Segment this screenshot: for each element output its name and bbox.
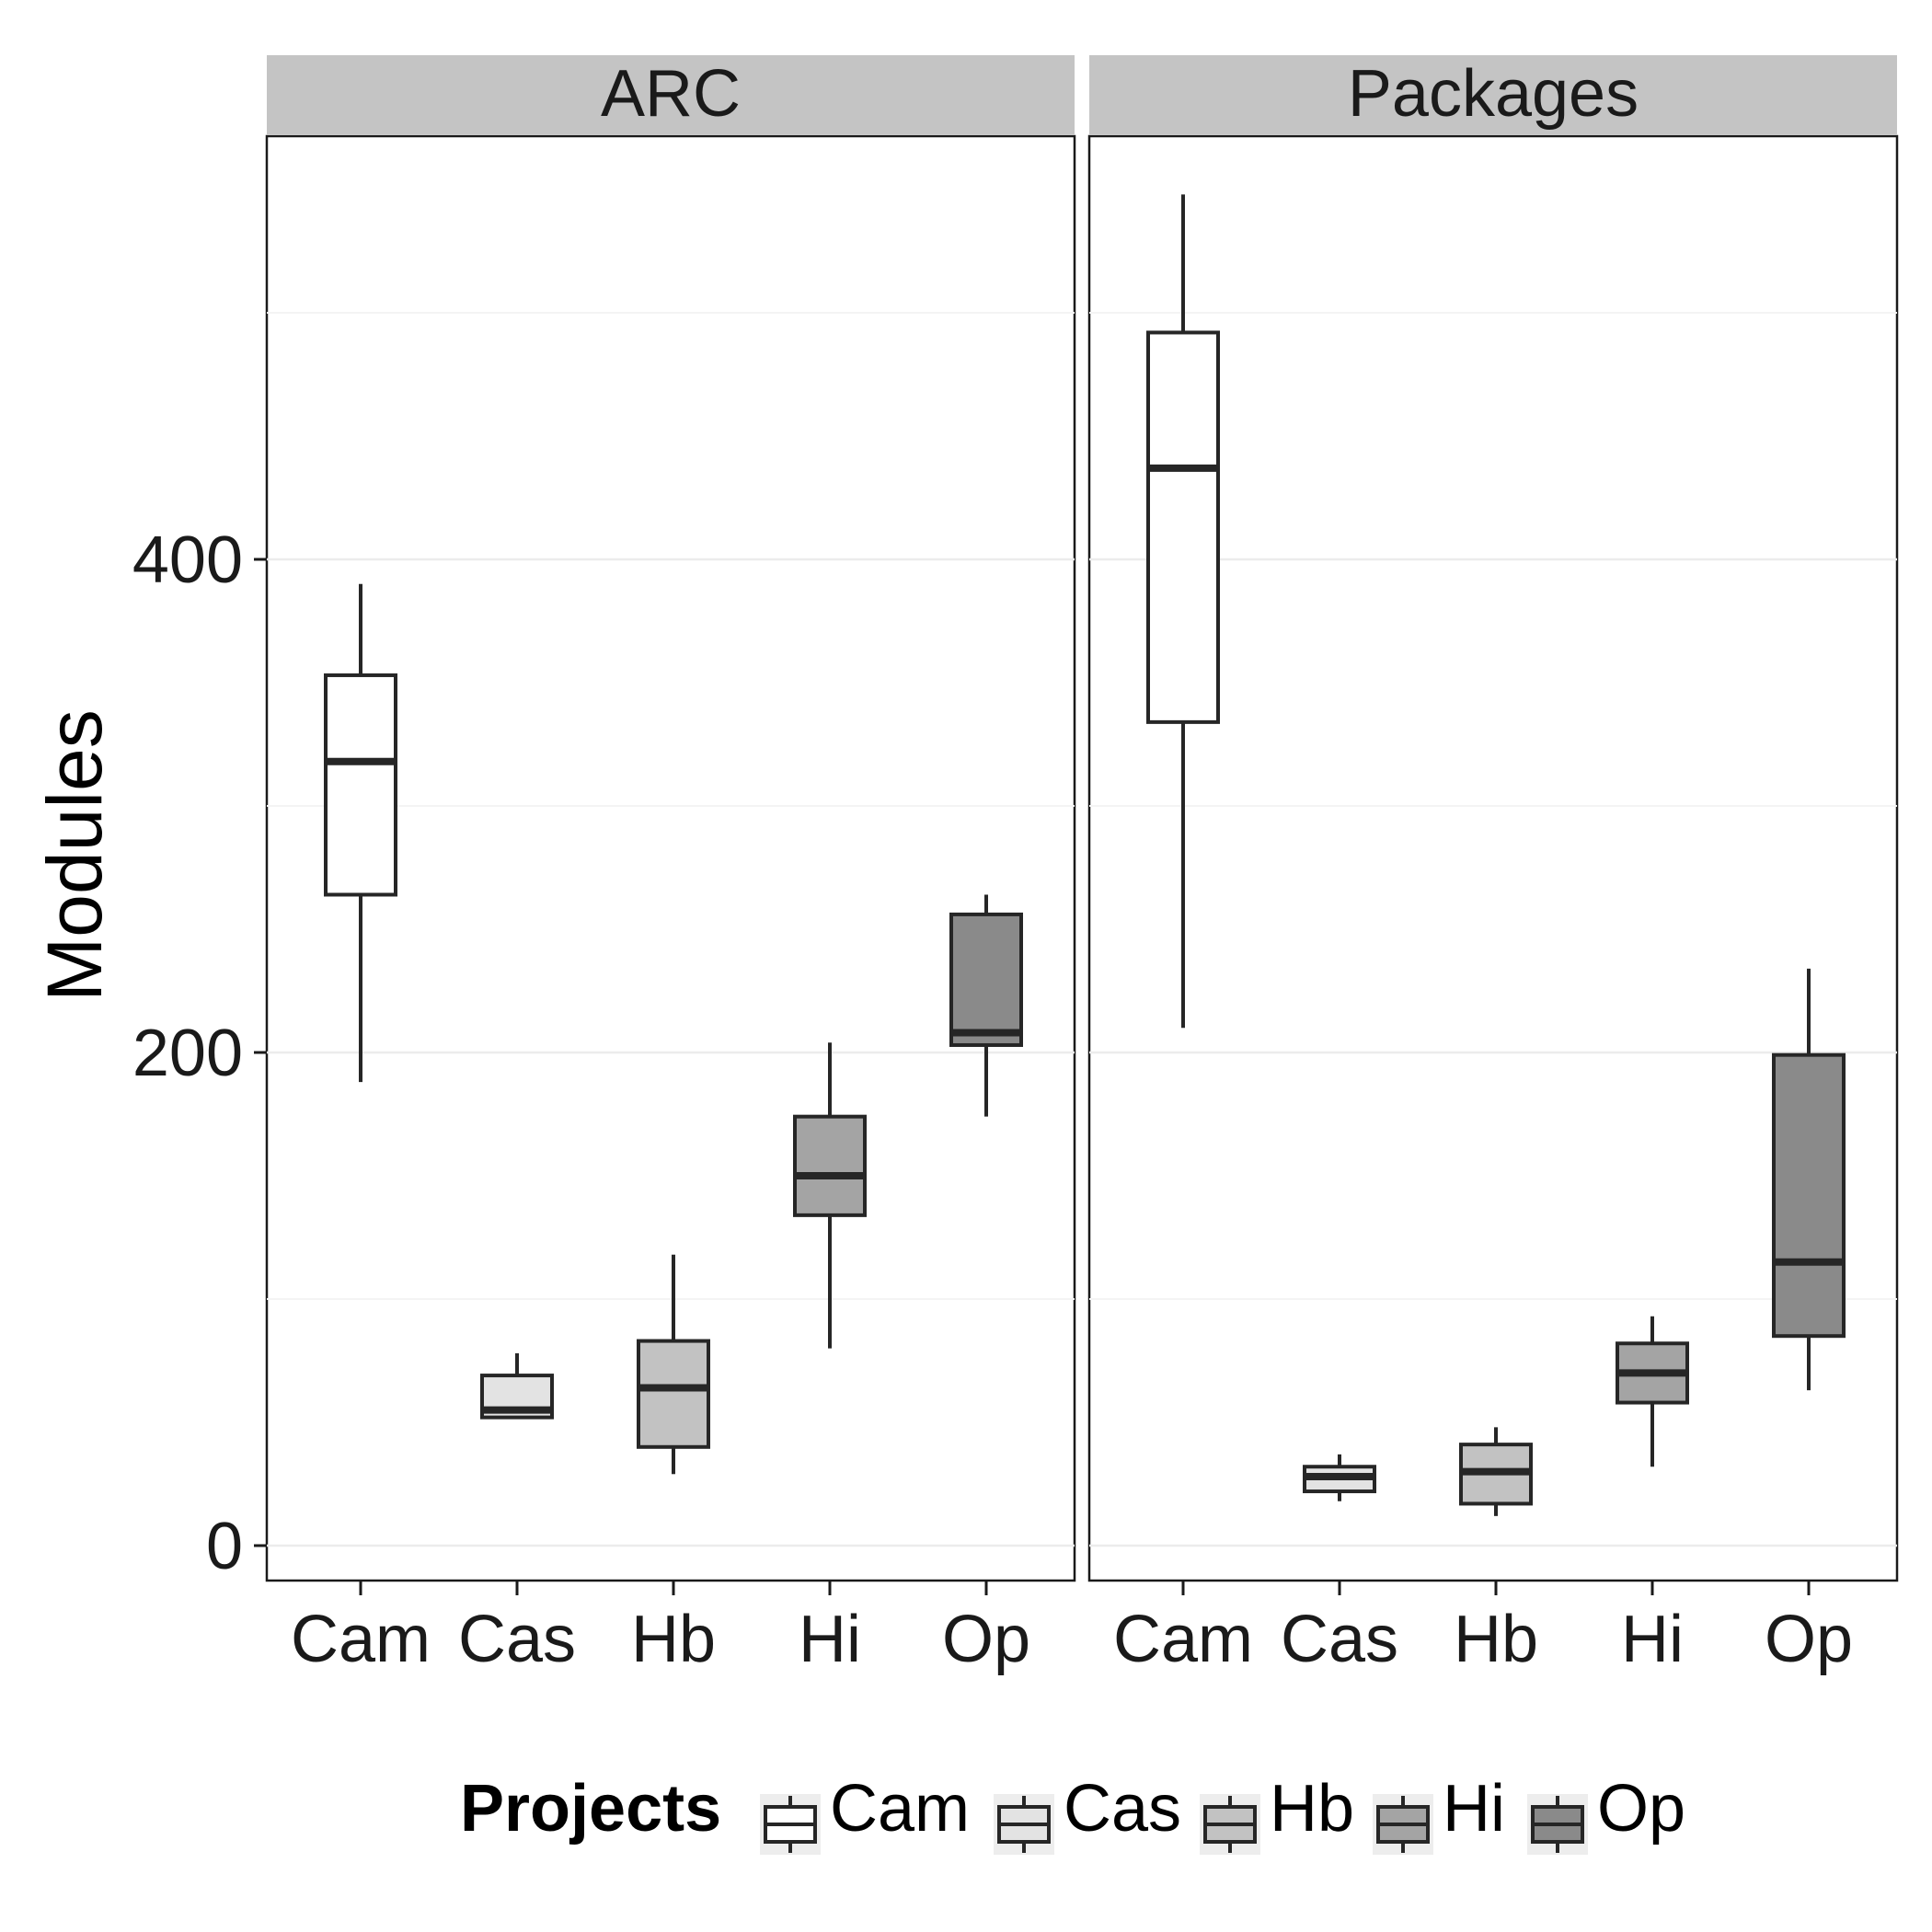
strip-title: Packages	[1348, 57, 1639, 131]
box-body	[637, 1339, 710, 1449]
legend-label: Cas	[1064, 1772, 1181, 1846]
box-body	[1146, 330, 1220, 724]
box-op	[1772, 968, 1846, 1391]
x-tick-label: Cas	[458, 1603, 576, 1676]
legend-item-hb: Hb	[1200, 1772, 1354, 1855]
y-axis-title: Modules	[31, 709, 118, 1002]
legend: Projects Cam Cas Hb Hi Op	[460, 1772, 1685, 1855]
x-tick-label: Cas	[1281, 1603, 1398, 1676]
strip-title: ARC	[601, 57, 741, 131]
legend-label: Hb	[1270, 1772, 1354, 1846]
x-tick-label: Op	[1765, 1603, 1853, 1676]
strip-background	[1089, 55, 1897, 134]
box-body	[793, 1114, 867, 1217]
x-tick-label: Cam	[291, 1603, 431, 1676]
box-op	[949, 894, 1023, 1117]
x-tick-label: Op	[942, 1603, 1030, 1676]
legend-item-cas: Cas	[994, 1772, 1181, 1855]
legend-label: Hi	[1443, 1772, 1505, 1846]
panel-background	[1087, 134, 1899, 1582]
legend-label: Cam	[830, 1772, 970, 1846]
box-body	[1772, 1052, 1846, 1339]
panel-arc: ARC 0 200 400 Cam Cas Hb Hi Op	[132, 55, 1076, 1676]
box-hb	[637, 1254, 710, 1475]
panel-packages: Packages Cam Cas Hb Hi Op	[1087, 55, 1899, 1676]
y-tick-label: 0	[206, 1510, 243, 1583]
box-body	[949, 912, 1023, 1047]
legend-title: Projects	[460, 1772, 721, 1846]
box-cas	[1303, 1454, 1376, 1501]
box-cam	[1146, 194, 1220, 1029]
legend-item-op: Op	[1527, 1772, 1685, 1855]
panels: ARC 0 200 400 Cam Cas Hb Hi Op Packages Cam Cas Hb Hi…	[132, 55, 1899, 1676]
box-cam	[324, 583, 397, 1083]
box-cas	[480, 1352, 554, 1420]
strip-background	[267, 55, 1075, 134]
y-tick-label: 200	[132, 1017, 243, 1090]
x-tick-label: Hi	[1621, 1603, 1684, 1676]
box-hi	[793, 1042, 867, 1349]
legend-item-hi: Hi	[1373, 1772, 1505, 1855]
box-hb	[1459, 1427, 1533, 1516]
box-body	[324, 673, 397, 897]
box-hi	[1616, 1316, 1689, 1467]
x-tick-label: Hb	[631, 1603, 716, 1676]
x-tick-label: Hb	[1454, 1603, 1538, 1676]
x-tick-label: Hi	[799, 1603, 861, 1676]
x-tick-label: Cam	[1113, 1603, 1253, 1676]
legend-item-cam: Cam	[760, 1772, 970, 1855]
y-tick-label: 400	[132, 523, 243, 597]
legend-label: Op	[1597, 1772, 1685, 1846]
